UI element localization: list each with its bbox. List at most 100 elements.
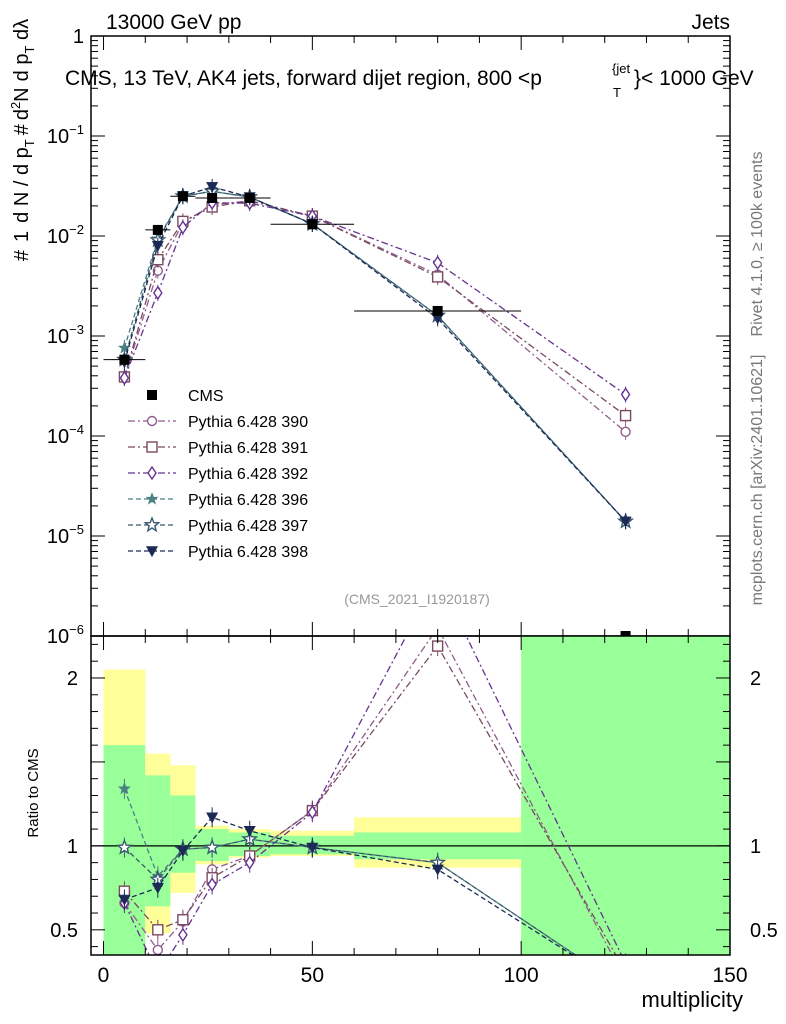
ratio-line-series-0: [123, 636, 613, 955]
data-point-5: [307, 219, 318, 230]
ratio-tick-label-2: 2: [67, 668, 78, 690]
legend-marker-2: [147, 465, 157, 481]
ratio-point-s4-3: [203, 838, 221, 855]
ratio-point-s3-7: [620, 983, 631, 994]
legend-label-4: Pythia 6.428 397: [188, 518, 308, 535]
legend-marker-1: [146, 441, 158, 453]
ratio-tick-label-right-2: 2: [750, 668, 761, 690]
watermark: (CMS_2021_I1920187): [344, 591, 490, 607]
ratio-point-s5-4: [243, 825, 256, 837]
main-point-s2-1: [152, 285, 163, 301]
legend-label-data: CMS: [188, 388, 224, 405]
mcplots-label: mcplots.cern.ch [arXiv:2401.10621]: [749, 355, 766, 606]
ratio-line-series-5: [124, 816, 574, 955]
ratio-tick-label-0: 0.5: [50, 920, 78, 942]
ratio-point-s5-1: [151, 883, 164, 894]
data-point-2: [177, 191, 188, 202]
ratio-point-s1-1: [152, 924, 164, 936]
ratio-line-series-4: [123, 838, 577, 955]
x-tick-label-1: 50: [301, 964, 324, 987]
y-tick-label-6: 1: [73, 26, 84, 48]
legend-label-1: Pythia 6.428 391: [188, 440, 308, 457]
data-point-7: [620, 631, 631, 636]
data-point-3: [207, 192, 218, 203]
main-point-s2-6: [432, 255, 443, 271]
data-point-4: [244, 192, 255, 203]
y-tick-label-4: 10−2: [47, 222, 84, 248]
ratio-point-s5-2: [176, 846, 189, 858]
ratio-point-s2-5: [307, 805, 318, 820]
y-axis-title-text: #1d N / d pT#d2Nd pT dλ: [8, 19, 37, 261]
ratio-point-s1-7: [621, 967, 631, 977]
legend-label-2: Pythia 6.428 392: [188, 466, 308, 483]
main-title: CMS, 13 TeV, AK4 jets, forward dijet reg…: [65, 61, 754, 100]
data-point-0: [119, 354, 130, 365]
ratio-point-s4-7: [619, 982, 632, 995]
title-end: }< 1000 GeV: [634, 67, 754, 90]
title-sub: T: [613, 85, 621, 100]
main-point-s2-2: [178, 220, 188, 235]
x-tick-label-3: 150: [712, 964, 747, 987]
y-tick-label-2: 10−4: [47, 422, 84, 448]
ratio-point-s5-0: [118, 894, 131, 906]
legend-label-5: Pythia 6.428 398: [188, 544, 308, 561]
main-point-s1-7: [619, 409, 632, 422]
legend: CMS Pythia 6.428 390 Pythia 6.428 391 Pythi…: [128, 388, 308, 561]
ratio-point-s2-2: [178, 927, 188, 943]
ratio-point-s1-2: [177, 914, 189, 926]
band-inner-7: [521, 636, 730, 955]
ratio-point-s5-3: [206, 812, 219, 824]
title-sup: {jet: [612, 61, 630, 76]
main-panel: 10−6 10−5 10−4 10−3 10−2 10−1 1: [47, 26, 731, 648]
ratio-series: [115, 571, 632, 995]
main-line-series-2: [123, 202, 626, 396]
ratio-point-s2-4: [244, 855, 255, 870]
main-series: [103, 178, 730, 636]
main-point-s5-1: [151, 240, 164, 252]
ratio-line-series-3: [123, 788, 577, 955]
legend-label-0: Pythia 6.428 390: [188, 414, 308, 431]
main-frame: [90, 35, 731, 637]
ratio-bands: [103, 636, 730, 955]
ratio-point-s2-1: [154, 967, 162, 979]
ratio-tick-label-right-1: 1: [750, 836, 761, 858]
ratio-point-s5-7: [620, 984, 631, 994]
ratio-tick-label-1: 1: [67, 836, 78, 858]
main-point-s2-7: [620, 387, 631, 402]
main-line-series-5: [123, 186, 627, 522]
header-left: 13000 GeV pp: [106, 11, 241, 34]
ratio-point-s5-5: [306, 842, 319, 854]
y-tick-label-0: 10−6: [47, 622, 84, 648]
main-point-s2-0: [119, 370, 130, 386]
ratio-point-s0-1: [152, 944, 164, 955]
ratio-point-s2-6: [434, 571, 442, 583]
ratio-tick-label-right-0: 0.5: [750, 920, 778, 942]
ratio-point-s2-7: [622, 957, 630, 969]
legend-marker-5: [145, 546, 159, 558]
y-axis-title-main: #1d N / d pT#d2Nd pT dλ: [8, 19, 37, 261]
legend-marker-data: [147, 390, 157, 400]
ratio-point-s0-7: [621, 976, 630, 985]
x-tick-label-0: 0: [98, 964, 110, 987]
y-tick-label-3: 10−3: [47, 322, 84, 348]
ratio-point-s5-6: [431, 864, 444, 876]
rivet-label: Rivet 4.1.0, ≥ 100k events: [749, 152, 766, 337]
data-point-1: [152, 224, 163, 235]
band-inner-2: [170, 795, 196, 873]
data-point-6: [432, 305, 443, 316]
ratio-axis-title: Ratio to CMS: [25, 748, 42, 837]
header-right: Jets: [691, 11, 730, 34]
legend-label-3: Pythia 6.428 396: [188, 492, 308, 509]
legend-marker-4: [143, 516, 161, 533]
legend-marker-0: [146, 415, 158, 427]
ratio-point-s2-3: [207, 877, 217, 892]
main-line-series-1: [123, 200, 626, 417]
main-point-s0-7: [620, 426, 631, 438]
main-point-s1-6: [431, 271, 444, 283]
x-tick-label-2: 100: [504, 964, 539, 987]
ratio-point-s3-0: [117, 781, 131, 795]
x-axis-title: multiplicity: [642, 987, 743, 1012]
legend-marker-3: [145, 492, 159, 505]
